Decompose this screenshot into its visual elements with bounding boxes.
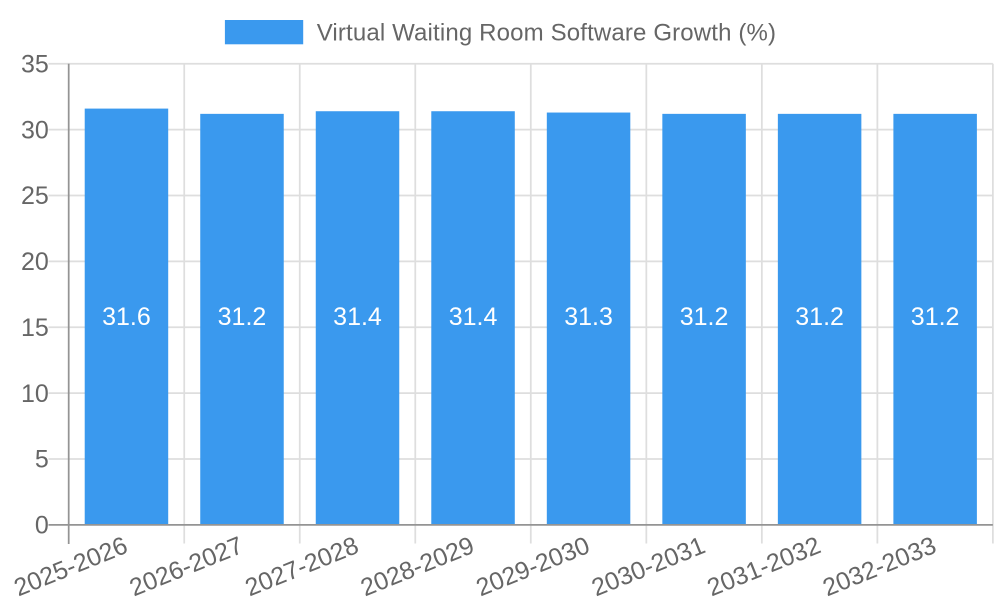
svg-text:2025-2026: 2025-2026 — [10, 531, 131, 600]
svg-text:25: 25 — [21, 182, 49, 210]
svg-text:20: 20 — [21, 248, 49, 276]
svg-text:31.2: 31.2 — [795, 303, 844, 331]
svg-text:10: 10 — [21, 380, 49, 408]
svg-text:2028-2029: 2028-2029 — [357, 531, 478, 600]
svg-text:0: 0 — [35, 512, 49, 540]
svg-text:15: 15 — [21, 314, 49, 342]
svg-text:2029-2030: 2029-2030 — [472, 531, 593, 600]
svg-text:2027-2028: 2027-2028 — [241, 531, 362, 600]
svg-text:5: 5 — [35, 446, 49, 474]
svg-text:31.6: 31.6 — [102, 303, 151, 331]
svg-text:31.2: 31.2 — [911, 303, 960, 331]
svg-text:31.4: 31.4 — [449, 303, 498, 331]
svg-text:31.4: 31.4 — [333, 303, 382, 331]
svg-text:2026-2027: 2026-2027 — [126, 531, 247, 600]
svg-text:2030-2031: 2030-2031 — [588, 531, 709, 600]
svg-text:31.2: 31.2 — [680, 303, 729, 331]
svg-text:31.3: 31.3 — [564, 303, 613, 331]
svg-text:31.2: 31.2 — [218, 303, 267, 331]
svg-text:30: 30 — [21, 116, 49, 144]
svg-text:35: 35 — [21, 50, 49, 78]
svg-text:Virtual Waiting Room Software: Virtual Waiting Room Software Growth (%) — [317, 19, 776, 46]
svg-text:2031-2032: 2031-2032 — [703, 531, 824, 600]
svg-text:2032-2033: 2032-2033 — [819, 531, 940, 600]
